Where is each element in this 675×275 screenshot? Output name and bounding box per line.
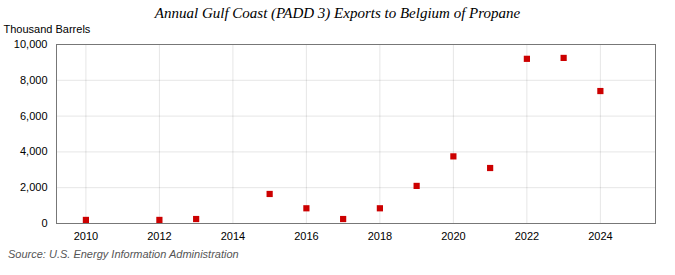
svg-text:10,000: 10,000 [14,38,48,50]
svg-text:4,000: 4,000 [20,145,48,157]
svg-text:2014: 2014 [221,230,245,242]
svg-text:6,000: 6,000 [20,110,48,122]
svg-text:2010: 2010 [74,230,98,242]
svg-text:2022: 2022 [515,230,539,242]
svg-text:8,000: 8,000 [20,74,48,86]
svg-text:0: 0 [41,217,47,229]
svg-text:2,000: 2,000 [20,181,48,193]
svg-text:2020: 2020 [441,230,465,242]
svg-text:Thousand Barrels: Thousand Barrels [4,23,91,35]
svg-text:2024: 2024 [588,230,612,242]
svg-text:2012: 2012 [147,230,171,242]
html-text:Source: U.S. Energy Informatio: Source: U.S. Energy Information Administ… [8,248,239,260]
svg-text:2018: 2018 [368,230,392,242]
svg-text:2016: 2016 [294,230,318,242]
html-text:Annual Gulf Coast (PADD 3) Exp: Annual Gulf Coast (PADD 3) Exports to Be… [154,5,521,21]
